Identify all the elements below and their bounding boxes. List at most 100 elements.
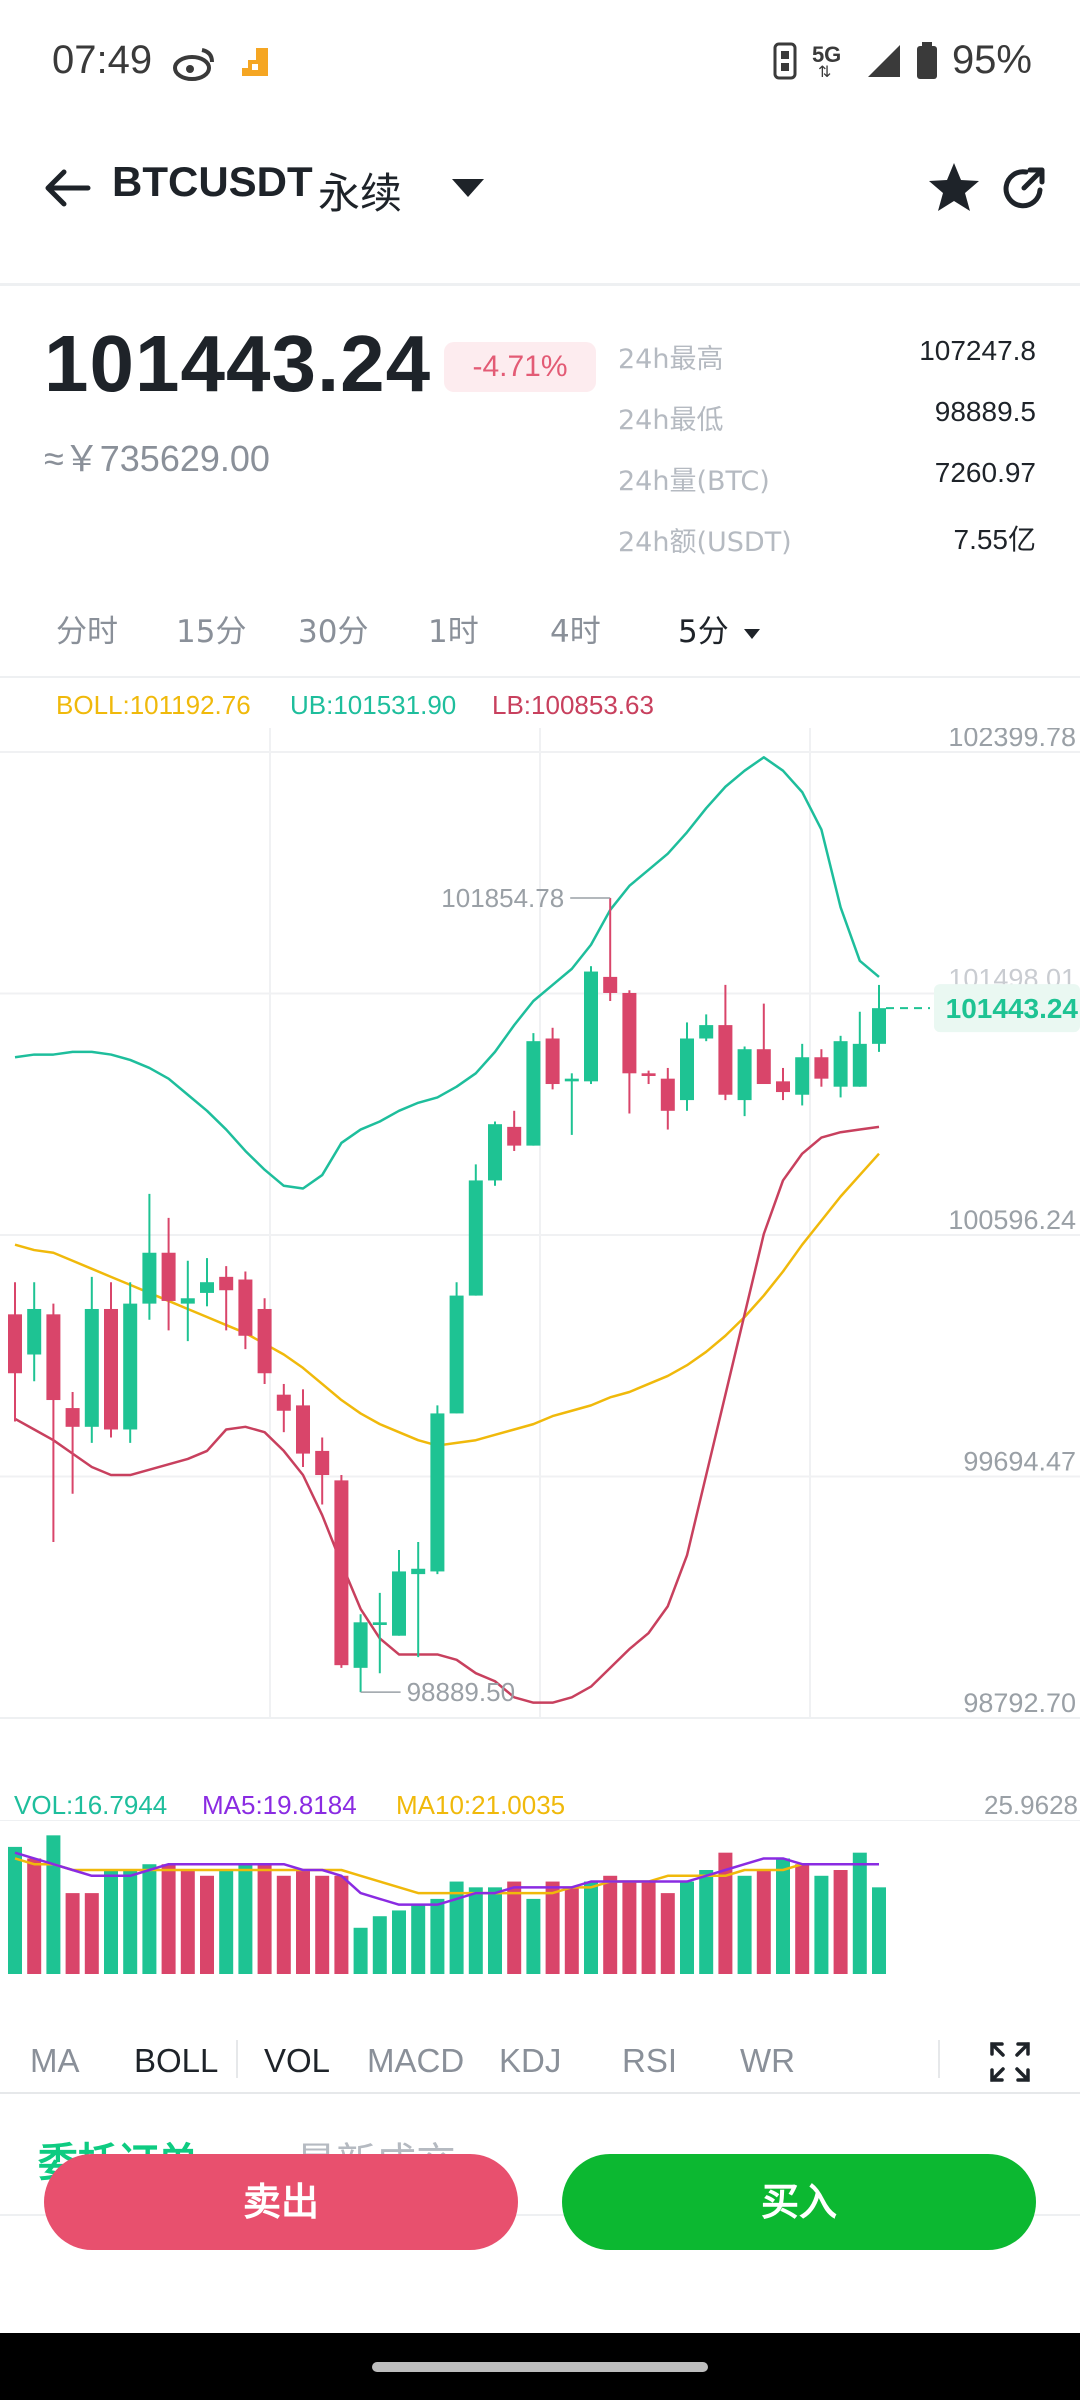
candle-body <box>564 1078 579 1082</box>
candle <box>372 1592 387 1674</box>
candle <box>315 1437 330 1505</box>
indicator-kdj[interactable]: KDJ <box>499 2042 562 2079</box>
chevron-down-icon[interactable] <box>450 176 486 200</box>
volume-bar <box>411 1904 426 1974</box>
candle <box>65 1391 80 1494</box>
candle-body <box>372 1622 387 1625</box>
pair-title[interactable]: BTCUSDT <box>112 158 313 205</box>
sell-button[interactable]: 卖出 <box>44 2154 518 2250</box>
indicator-boll[interactable]: BOLL <box>134 2042 219 2079</box>
volume-bar <box>449 1881 464 1974</box>
candle <box>660 1067 675 1130</box>
candle-body <box>776 1081 790 1093</box>
current-price-tag <box>934 984 1080 1033</box>
lb-legend: LB:100853.63 <box>492 690 654 720</box>
candle <box>46 1303 61 1542</box>
volume-bar <box>488 1887 502 1974</box>
network-indicator: 5G ⇅ <box>811 41 852 81</box>
candle <box>392 1550 406 1636</box>
volume-bar <box>814 1875 829 1974</box>
vol-ma5-line <box>14 1851 879 1906</box>
candle-body <box>219 1276 234 1291</box>
volume-bar <box>334 1875 349 1974</box>
volume-bar <box>392 1910 406 1974</box>
tabs-divider <box>0 676 1080 678</box>
y-tick-label: 98792.70 <box>963 1688 1076 1718</box>
stat-label-volume: 24h量(BTC) <box>618 466 770 497</box>
indicator-vol[interactable]: VOL <box>264 2042 331 2079</box>
contract-type[interactable]: 永续 <box>318 169 403 218</box>
home-indicator[interactable] <box>372 2362 708 2372</box>
candle-body <box>353 1622 368 1668</box>
ma5-legend: MA5:19.8184 <box>202 1790 357 1820</box>
candle-body <box>603 976 618 993</box>
indicator-rsi[interactable]: RSI <box>622 2042 678 2079</box>
y-tick-label: 102399.78 <box>948 728 1076 752</box>
toolbar-divider <box>0 2092 1080 2094</box>
network-type: 5G <box>811 41 842 67</box>
stat-value-turnover: 7.55亿 <box>953 524 1037 555</box>
tabs-bottom-divider <box>0 2214 1080 2216</box>
candle-body <box>468 1180 483 1296</box>
candle <box>84 1276 99 1443</box>
candle-body <box>123 1303 138 1430</box>
candle <box>488 1121 502 1186</box>
candle <box>353 1614 368 1693</box>
volume-bar <box>142 1864 157 1974</box>
tab-30m[interactable]: 30分 <box>298 614 369 650</box>
volume-bar <box>238 1864 253 1974</box>
candle <box>219 1266 234 1331</box>
indicator-ma[interactable]: MA <box>30 2042 80 2079</box>
candle <box>737 1046 752 1117</box>
vol-ma10-line <box>14 1857 879 1895</box>
tab-15m[interactable]: 15分 <box>176 614 247 650</box>
tab-4h[interactable]: 4时 <box>550 614 601 650</box>
volume-bar <box>430 1898 445 1974</box>
volume-bar <box>776 1858 790 1974</box>
volume-bar <box>680 1881 694 1974</box>
candle-body <box>430 1413 445 1572</box>
candlestick-chart[interactable]: 102399.78100596.2499694.4798792.70101498… <box>0 728 1080 1728</box>
candle-body <box>84 1308 99 1427</box>
candle <box>507 1110 522 1151</box>
candle-body <box>737 1049 752 1101</box>
fullscreen-icon[interactable] <box>988 2040 1032 2084</box>
candle <box>852 1011 867 1087</box>
back-arrow-icon[interactable] <box>40 160 96 216</box>
candle <box>641 1070 656 1085</box>
vol-max-label: 25.9628 <box>984 1790 1078 1820</box>
candle <box>200 1258 214 1307</box>
candle <box>564 1073 579 1135</box>
candle <box>833 1035 848 1098</box>
tab-5m-selected[interactable]: 5分 <box>678 606 761 651</box>
star-icon[interactable] <box>926 160 982 216</box>
candle <box>257 1298 272 1384</box>
candle-body <box>238 1279 253 1336</box>
caret-down-icon <box>743 628 760 639</box>
candle <box>411 1541 426 1658</box>
candle-body <box>756 1049 771 1085</box>
current-price-label: 101443.24 <box>946 993 1079 1024</box>
stat-label-high: 24h最高 <box>618 344 724 375</box>
indicator-wr[interactable]: WR <box>740 2042 795 2079</box>
boll-upper-line <box>14 756 880 1190</box>
candle-body <box>488 1124 502 1181</box>
share-icon[interactable] <box>1000 164 1048 212</box>
tab-1h[interactable]: 1时 <box>428 614 479 650</box>
candle <box>622 990 637 1114</box>
buy-button[interactable]: 买入 <box>562 2154 1036 2250</box>
candle <box>699 1014 714 1042</box>
candle-body <box>660 1078 675 1111</box>
candle-body <box>814 1057 829 1079</box>
candle <box>104 1282 118 1438</box>
candle-body <box>161 1252 176 1301</box>
tab-line[interactable]: 分时 <box>56 614 118 650</box>
indicator-macd[interactable]: MACD <box>367 2042 465 2079</box>
candle <box>180 1260 195 1342</box>
candle <box>276 1383 291 1433</box>
stat-value-volume: 7260.97 <box>934 457 1036 488</box>
volume-bar <box>200 1875 214 1974</box>
candle-body <box>200 1282 214 1293</box>
candle-body <box>257 1308 272 1374</box>
volume-chart[interactable] <box>0 1820 1080 1980</box>
